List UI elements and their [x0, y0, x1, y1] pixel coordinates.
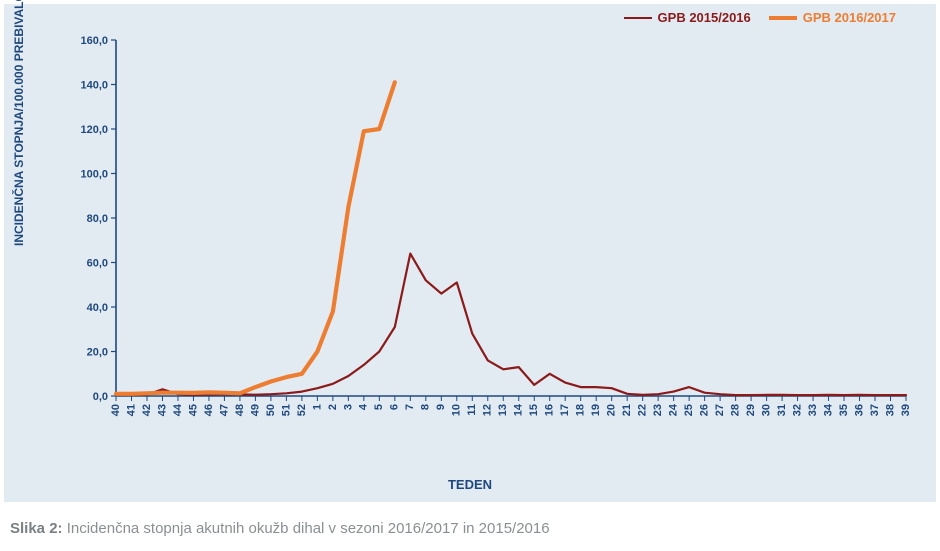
x-tick-label: 34: [822, 403, 834, 416]
x-tick-label: 25: [683, 404, 695, 416]
x-tick-label: 50: [265, 404, 277, 416]
x-tick-label: 35: [838, 404, 850, 416]
x-tick-label: 48: [234, 404, 246, 416]
series-line-0: [116, 254, 906, 396]
x-tick-label: 7: [404, 404, 416, 410]
x-tick-label: 3: [342, 404, 354, 410]
x-tick-label: 40: [110, 404, 122, 416]
x-tick-label: 9: [435, 404, 447, 410]
x-tick-label: 22: [637, 404, 649, 416]
x-tick-label: 18: [575, 404, 587, 416]
legend-swatch-2015-2016: [624, 17, 652, 19]
x-axis-label: TEDEN: [448, 477, 492, 492]
chart-plot-area: GPB 2015/2016 GPB 2016/2017 INCIDENČNA S…: [4, 4, 936, 502]
x-tick-label: 14: [513, 403, 525, 416]
x-tick-label: 17: [559, 404, 571, 416]
x-tick-label: 47: [218, 404, 230, 416]
chart-container: GPB 2015/2016 GPB 2016/2017 INCIDENČNA S…: [0, 0, 940, 551]
y-tick-label: 20,0: [87, 347, 108, 359]
x-tick-label: 44: [172, 403, 184, 416]
legend-label-2015-2016: GPB 2015/2016: [658, 10, 751, 25]
x-tick-label: 45: [187, 404, 199, 416]
x-tick-label: 12: [482, 404, 494, 416]
x-tick-label: 39: [900, 404, 912, 416]
figure-caption: Slika 2: Incidenčna stopnja akutnih okuž…: [4, 502, 936, 547]
y-tick-label: 80,0: [87, 213, 108, 225]
x-tick-label: 38: [884, 404, 896, 416]
x-tick-label: 26: [699, 404, 711, 416]
x-tick-label: 19: [590, 404, 602, 416]
y-tick-label: 100,0: [80, 169, 108, 181]
x-tick-label: 36: [853, 404, 865, 416]
legend-swatch-2016-2017: [769, 16, 797, 20]
y-tick-label: 120,0: [80, 124, 108, 136]
x-tick-label: 21: [621, 404, 633, 416]
x-tick-label: 13: [497, 404, 509, 416]
legend-item-2015-2016: GPB 2015/2016: [624, 10, 751, 25]
x-tick-label: 11: [466, 404, 478, 416]
x-tick-label: 27: [714, 404, 726, 416]
x-tick-label: 43: [156, 404, 168, 416]
y-tick-label: 160,0: [80, 35, 108, 47]
x-tick-label: 49: [249, 404, 261, 416]
caption-lead: Slika 2:: [10, 520, 63, 537]
x-tick-label: 42: [141, 404, 153, 416]
x-tick-label: 6: [389, 404, 401, 410]
x-tick-label: 16: [544, 404, 556, 416]
x-tick-label: 29: [745, 404, 757, 416]
x-tick-label: 8: [420, 404, 432, 410]
y-tick-label: 60,0: [87, 258, 108, 270]
x-tick-label: 1: [311, 404, 323, 410]
x-tick-label: 23: [652, 404, 664, 416]
x-tick-label: 33: [807, 404, 819, 416]
series-line-1: [116, 82, 395, 394]
x-tick-label: 31: [776, 404, 788, 416]
x-tick-label: 30: [760, 404, 772, 416]
y-tick-label: 0,0: [93, 391, 108, 403]
legend-label-2016-2017: GPB 2016/2017: [803, 10, 896, 25]
x-tick-label: 24: [668, 403, 680, 416]
x-tick-label: 4: [358, 403, 370, 410]
plot-svg: 0,0 20,0 40,0 60,0 80,0 100,0 120,0 140,0 160,0 4…: [74, 34, 914, 444]
x-tick-label: 2: [327, 404, 339, 410]
y-tick-label: 40,0: [87, 302, 108, 314]
x-tick-label: 20: [606, 404, 618, 416]
x-tick-label: 15: [528, 404, 540, 416]
legend: GPB 2015/2016 GPB 2016/2017: [624, 10, 896, 25]
x-tick-label: 52: [296, 404, 308, 416]
x-tick-label: 41: [125, 404, 137, 416]
x-tick-label: 46: [203, 404, 215, 416]
legend-item-2016-2017: GPB 2016/2017: [769, 10, 896, 25]
plot: 0,0 20,0 40,0 60,0 80,0 100,0 120,0 140,0 160,0 4…: [74, 34, 914, 444]
x-tick-label: 37: [869, 404, 881, 416]
x-tick-label: 32: [791, 404, 803, 416]
y-axis-label: INCIDENČNA STOPNJA/100.000 PREBIVALCEV: [12, 0, 26, 246]
x-tick-label: 10: [451, 404, 463, 416]
caption-text: Incidenčna stopnja akutnih okužb dihal v…: [67, 520, 550, 537]
x-tick-label: 5: [373, 404, 385, 410]
y-tick-label: 140,0: [80, 80, 108, 92]
x-tick-label: 28: [730, 404, 742, 416]
x-tick-label: 51: [280, 404, 292, 416]
